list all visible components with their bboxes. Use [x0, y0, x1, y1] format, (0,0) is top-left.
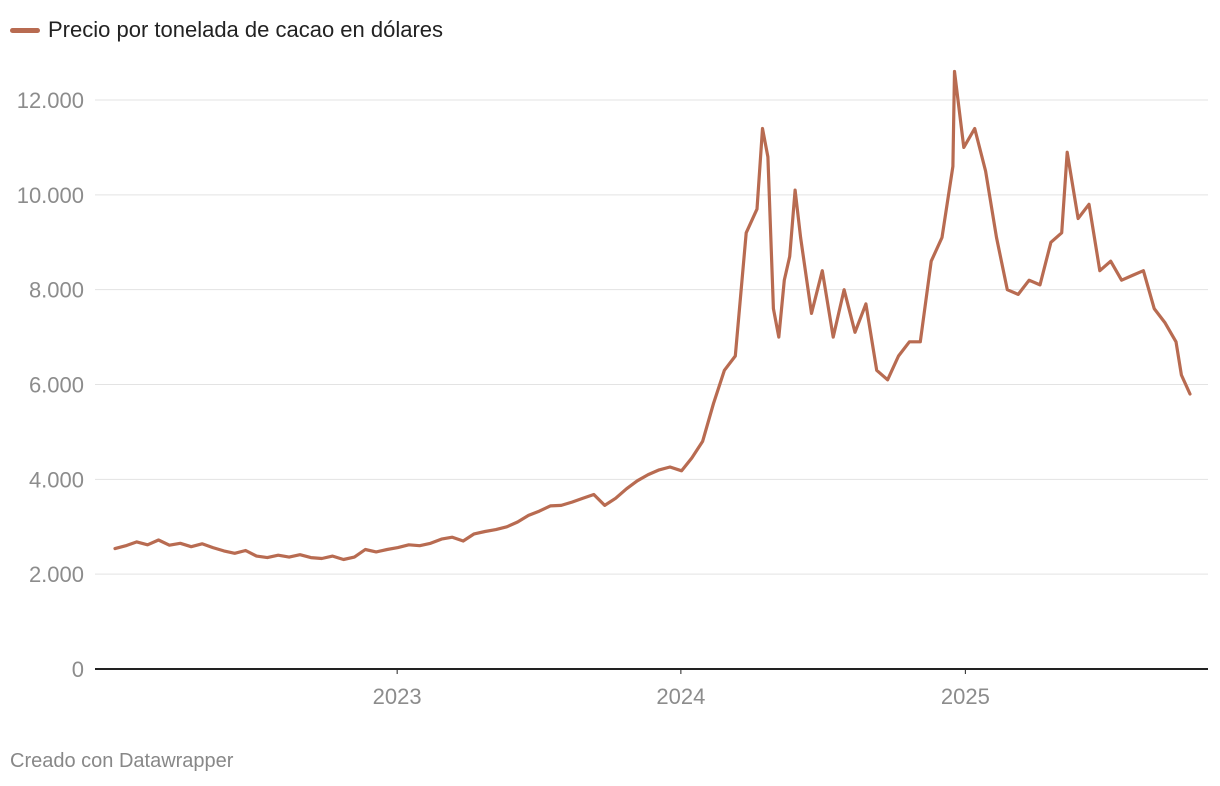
- y-tick-label: 6.000: [29, 373, 84, 398]
- legend-label: Precio por tonelada de cacao en dólares: [48, 17, 444, 42]
- x-tick-label: 2023: [373, 684, 422, 709]
- gridlines: [95, 99, 1208, 575]
- y-tick-label: 4.000: [29, 467, 84, 492]
- x-axis-ticks: 2023 2024 2025: [373, 669, 990, 709]
- credit-text: Creado con Datawrapper: [10, 750, 234, 772]
- legend: Precio por tonelada de cacao en dólares: [10, 16, 443, 44]
- x-tick-label: 2024: [656, 684, 705, 709]
- legend-swatch: [10, 27, 40, 33]
- y-tick-label: 12.000: [17, 88, 84, 113]
- y-axis-ticks: 0 2.000 4.000 6.000 8.000 10.000 12.000: [17, 88, 84, 682]
- y-tick-label: 10.000: [17, 183, 84, 208]
- y-tick-label: 2.000: [29, 562, 84, 587]
- y-tick-label: 0: [72, 657, 84, 682]
- series-line: [113, 69, 1192, 562]
- y-tick-label: 8.000: [29, 278, 84, 303]
- x-tick-label: 2025: [941, 684, 990, 709]
